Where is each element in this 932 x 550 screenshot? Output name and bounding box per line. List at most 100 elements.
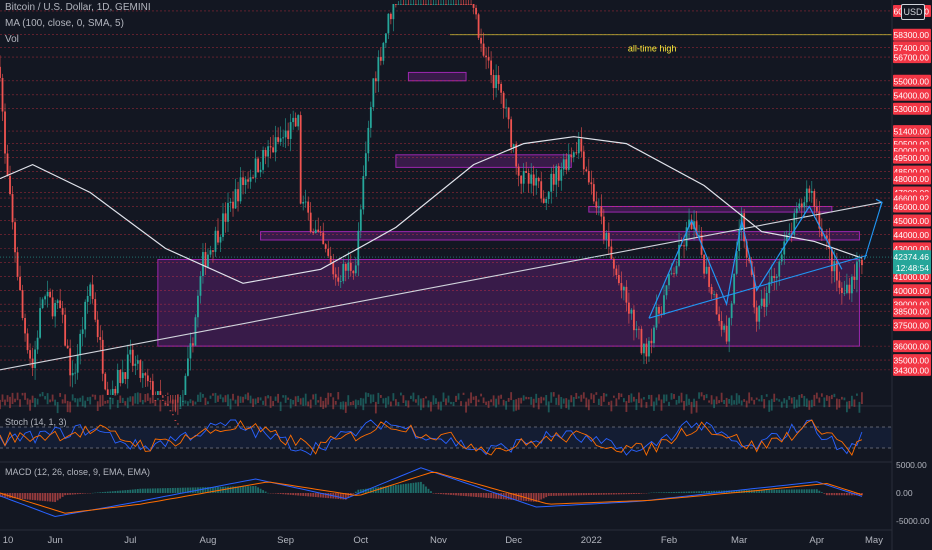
candle[interactable] — [630, 309, 633, 314]
candle[interactable] — [267, 146, 270, 157]
macd-line[interactable] — [0, 467, 863, 518]
candle[interactable] — [324, 244, 327, 249]
candle[interactable] — [470, 4, 472, 5]
candle[interactable] — [44, 296, 47, 300]
candle[interactable] — [760, 298, 763, 306]
candle[interactable] — [151, 381, 154, 395]
candle[interactable] — [297, 115, 300, 127]
candle[interactable] — [562, 159, 565, 170]
candle[interactable] — [41, 299, 44, 309]
candle[interactable] — [282, 137, 285, 139]
candle[interactable] — [156, 391, 159, 395]
candle[interactable] — [174, 420, 177, 421]
price-level-badge[interactable] — [893, 172, 931, 185]
time-axis[interactable]: 10 Jun Jul Aug Sep Oct Nov Dec 2022 Feb Mar Apr May — [3, 535, 884, 546]
sr-zone[interactable] — [395, 154, 572, 168]
candle[interactable] — [643, 343, 645, 354]
candle[interactable] — [187, 358, 189, 376]
candle[interactable] — [34, 349, 36, 369]
candle[interactable] — [4, 111, 6, 154]
candle[interactable] — [24, 317, 26, 334]
candle[interactable] — [372, 78, 375, 108]
candle[interactable] — [730, 303, 733, 319]
candle[interactable] — [405, 4, 407, 5]
candle[interactable] — [550, 173, 553, 192]
candle[interactable] — [467, 4, 470, 5]
candle[interactable] — [332, 262, 335, 275]
candle[interactable] — [658, 307, 660, 314]
candle[interactable] — [352, 270, 355, 274]
candle[interactable] — [6, 153, 9, 176]
candle[interactable] — [512, 144, 515, 148]
candle[interactable] — [116, 369, 119, 394]
candle[interactable] — [685, 227, 688, 247]
candle[interactable] — [339, 281, 342, 282]
candle[interactable] — [635, 328, 638, 331]
candle[interactable] — [580, 138, 583, 152]
candle[interactable] — [64, 314, 67, 346]
candle[interactable] — [440, 4, 442, 5]
candle[interactable] — [284, 130, 287, 138]
candle[interactable] — [530, 174, 533, 184]
candle[interactable] — [507, 107, 510, 120]
price-level-badge[interactable] — [893, 51, 931, 64]
candle[interactable] — [753, 274, 756, 308]
candle[interactable] — [487, 57, 490, 61]
candle[interactable] — [452, 4, 455, 5]
candle[interactable] — [16, 252, 19, 277]
macd-signal-line[interactable] — [0, 471, 863, 514]
candle[interactable] — [96, 319, 99, 338]
candle[interactable] — [51, 297, 54, 317]
pattern-path[interactable] — [648, 205, 843, 319]
candle[interactable] — [795, 208, 798, 214]
candle[interactable] — [720, 320, 723, 330]
candle[interactable] — [770, 275, 773, 283]
candle[interactable] — [202, 252, 204, 277]
candle[interactable] — [412, 4, 415, 5]
currency-button[interactable]: USD — [901, 4, 925, 20]
candle[interactable] — [690, 219, 693, 230]
candle[interactable] — [354, 265, 357, 274]
ma-100-line[interactable] — [0, 136, 863, 284]
candle[interactable] — [477, 14, 480, 38]
candle[interactable] — [349, 262, 352, 271]
candle[interactable] — [758, 305, 761, 322]
candle[interactable] — [495, 75, 498, 89]
price-level-badge[interactable] — [893, 319, 931, 332]
candle[interactable] — [743, 213, 746, 242]
trendline[interactable] — [648, 254, 868, 319]
candle[interactable] — [838, 280, 841, 288]
candle[interactable] — [126, 354, 129, 379]
candle[interactable] — [492, 75, 495, 89]
candle[interactable] — [725, 325, 728, 342]
candle[interactable] — [86, 295, 89, 302]
candle[interactable] — [698, 235, 700, 236]
candle[interactable] — [164, 403, 167, 405]
candle[interactable] — [708, 266, 710, 287]
candle[interactable] — [785, 235, 788, 242]
candle[interactable] — [628, 302, 630, 314]
candle[interactable] — [239, 177, 242, 202]
candle[interactable] — [319, 231, 322, 233]
candle[interactable] — [617, 275, 620, 284]
candle[interactable] — [314, 229, 317, 234]
candle[interactable] — [54, 303, 57, 317]
candle[interactable] — [384, 33, 387, 43]
candle[interactable] — [620, 283, 623, 291]
candle[interactable] — [144, 373, 147, 376]
price-level-badge[interactable] — [893, 354, 931, 367]
candle[interactable] — [472, 4, 475, 8]
candle[interactable] — [455, 4, 457, 5]
candle[interactable] — [420, 4, 422, 5]
candle[interactable] — [655, 307, 658, 328]
candle[interactable] — [545, 199, 548, 203]
candle[interactable] — [833, 261, 836, 272]
candle[interactable] — [813, 190, 816, 207]
candle[interactable] — [36, 337, 39, 350]
candle[interactable] — [269, 146, 272, 148]
candle[interactable] — [540, 181, 543, 199]
candle[interactable] — [124, 372, 127, 379]
candle[interactable] — [610, 246, 613, 259]
trendline[interactable] — [863, 202, 883, 260]
candle[interactable] — [805, 188, 808, 203]
